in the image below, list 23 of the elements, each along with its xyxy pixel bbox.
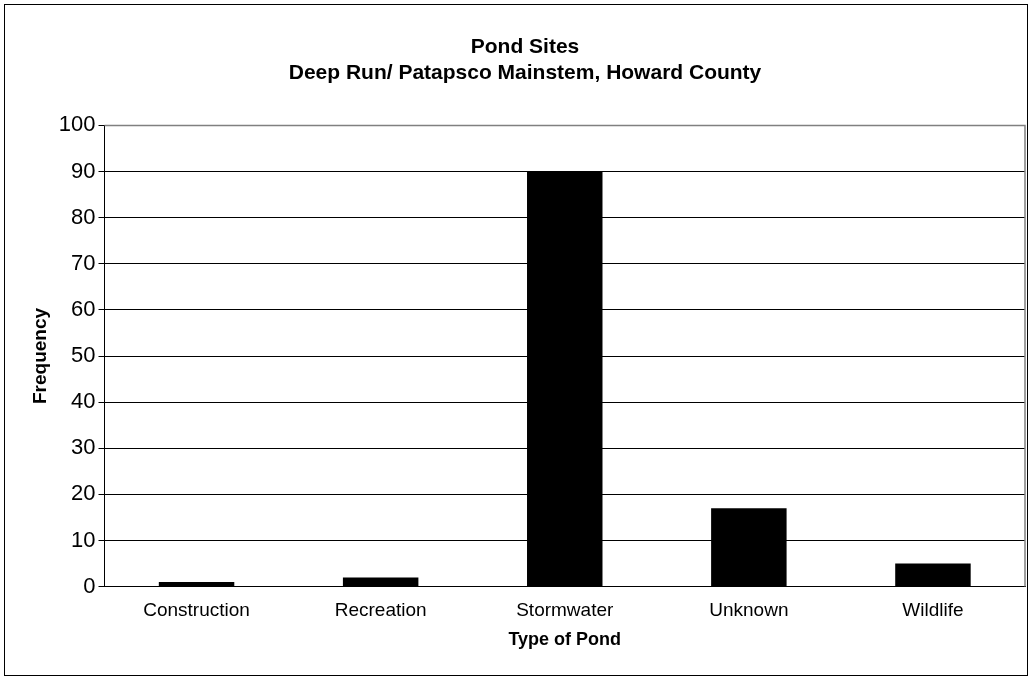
- bar: [158, 581, 235, 587]
- text: Pond Sites: [470, 34, 580, 58]
- y-tick-label: 90: [71, 157, 96, 183]
- y-axis-title: Frequency: [28, 307, 50, 405]
- x-tick-label: Unknown: [709, 599, 789, 621]
- x-axis-title: Type of Pond: [508, 629, 622, 650]
- y-tick-label: 60: [71, 295, 96, 321]
- y-tick-label: 70: [71, 249, 96, 275]
- x-tick-label: Wildlife: [902, 599, 964, 621]
- y-tick-label: 20: [71, 480, 96, 506]
- y-tick-label: 30: [71, 434, 96, 460]
- bar: [342, 577, 419, 587]
- x-tick-label: Stormwater: [516, 599, 614, 621]
- y-tick-label: 40: [71, 388, 96, 414]
- x-tick-label: Recreation: [334, 599, 427, 621]
- y-tick-label: 0: [83, 572, 96, 598]
- y-tick-label: 10: [71, 526, 96, 552]
- y-tick-label: 50: [71, 342, 96, 368]
- y-tick-label: 100: [58, 111, 96, 137]
- x-tick-label: Construction: [143, 599, 250, 621]
- bar: [895, 563, 971, 587]
- y-tick-label: 80: [71, 203, 96, 229]
- text: Deep Run/ Patapsco Mainstem, Howard County: [288, 59, 762, 83]
